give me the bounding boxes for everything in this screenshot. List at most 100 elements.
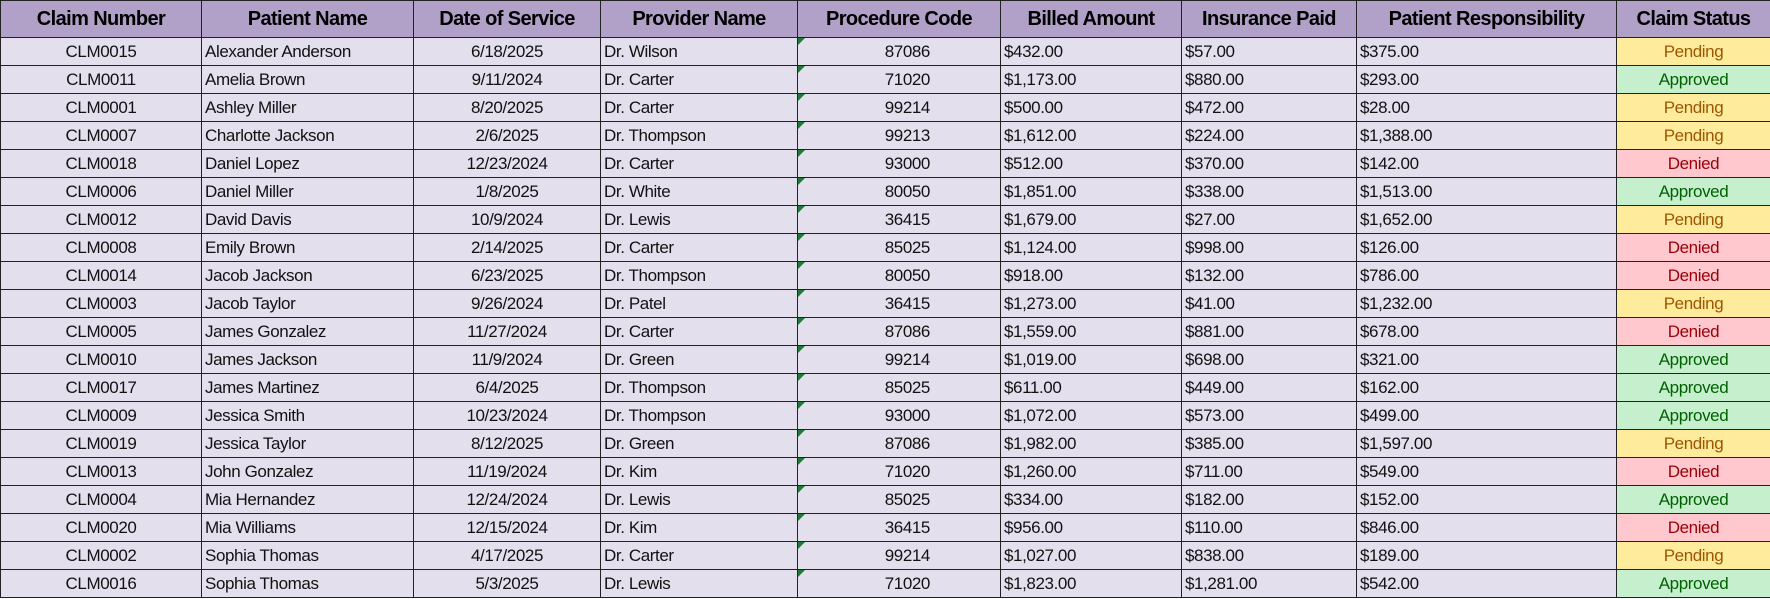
cell-patient-name[interactable]: Emily Brown — [201, 233, 414, 262]
cell-billed-amount[interactable]: $918.00 — [1000, 261, 1182, 290]
header-procedure-code[interactable]: Procedure Code — [797, 0, 1001, 38]
cell-claim-number[interactable]: CLM0001 — [0, 93, 202, 122]
cell-claim-number[interactable]: CLM0020 — [0, 513, 202, 542]
cell-patient-name[interactable]: John Gonzalez — [201, 457, 414, 486]
cell-provider-name[interactable]: Dr. Carter — [600, 317, 798, 346]
cell-claim-status[interactable]: Pending — [1616, 121, 1770, 150]
cell-date-of-service[interactable]: 12/24/2024 — [413, 485, 601, 514]
cell-claim-number[interactable]: CLM0006 — [0, 177, 202, 206]
cell-procedure-code[interactable]: 87086 — [797, 429, 1001, 458]
cell-provider-name[interactable]: Dr. Carter — [600, 65, 798, 94]
cell-provider-name[interactable]: Dr. Carter — [600, 233, 798, 262]
cell-patient-responsibility[interactable]: $293.00 — [1356, 65, 1617, 94]
cell-date-of-service[interactable]: 9/26/2024 — [413, 289, 601, 318]
cell-claim-status[interactable]: Approved — [1616, 65, 1770, 94]
cell-patient-responsibility[interactable]: $1,513.00 — [1356, 177, 1617, 206]
cell-billed-amount[interactable]: $500.00 — [1000, 93, 1182, 122]
cell-procedure-code[interactable]: 87086 — [797, 37, 1001, 66]
cell-patient-name[interactable]: James Martinez — [201, 373, 414, 402]
cell-insurance-paid[interactable]: $41.00 — [1181, 289, 1357, 318]
cell-billed-amount[interactable]: $334.00 — [1000, 485, 1182, 514]
cell-date-of-service[interactable]: 10/9/2024 — [413, 205, 601, 234]
cell-claim-status[interactable]: Denied — [1616, 233, 1770, 262]
cell-date-of-service[interactable]: 1/8/2025 — [413, 177, 601, 206]
cell-procedure-code[interactable]: 36415 — [797, 289, 1001, 318]
cell-patient-responsibility[interactable]: $542.00 — [1356, 569, 1617, 598]
cell-claim-number[interactable]: CLM0005 — [0, 317, 202, 346]
cell-claim-status[interactable]: Pending — [1616, 289, 1770, 318]
cell-claim-status[interactable]: Approved — [1616, 345, 1770, 374]
cell-claim-status[interactable]: Pending — [1616, 541, 1770, 570]
cell-insurance-paid[interactable]: $224.00 — [1181, 121, 1357, 150]
cell-billed-amount[interactable]: $956.00 — [1000, 513, 1182, 542]
cell-insurance-paid[interactable]: $27.00 — [1181, 205, 1357, 234]
cell-date-of-service[interactable]: 6/18/2025 — [413, 37, 601, 66]
cell-procedure-code[interactable]: 36415 — [797, 205, 1001, 234]
cell-procedure-code[interactable]: 85025 — [797, 233, 1001, 262]
cell-billed-amount[interactable]: $1,273.00 — [1000, 289, 1182, 318]
cell-patient-name[interactable]: Alexander Anderson — [201, 37, 414, 66]
header-claim-status[interactable]: Claim Status — [1616, 0, 1770, 38]
cell-claim-status[interactable]: Denied — [1616, 149, 1770, 178]
cell-claim-status[interactable]: Approved — [1616, 569, 1770, 598]
cell-date-of-service[interactable]: 8/20/2025 — [413, 93, 601, 122]
cell-claim-number[interactable]: CLM0019 — [0, 429, 202, 458]
cell-patient-name[interactable]: Daniel Lopez — [201, 149, 414, 178]
cell-billed-amount[interactable]: $1,559.00 — [1000, 317, 1182, 346]
cell-date-of-service[interactable]: 6/23/2025 — [413, 261, 601, 290]
cell-claim-number[interactable]: CLM0017 — [0, 373, 202, 402]
cell-billed-amount[interactable]: $1,173.00 — [1000, 65, 1182, 94]
cell-date-of-service[interactable]: 6/4/2025 — [413, 373, 601, 402]
cell-insurance-paid[interactable]: $880.00 — [1181, 65, 1357, 94]
cell-date-of-service[interactable]: 2/14/2025 — [413, 233, 601, 262]
cell-billed-amount[interactable]: $1,679.00 — [1000, 205, 1182, 234]
cell-insurance-paid[interactable]: $881.00 — [1181, 317, 1357, 346]
cell-patient-responsibility[interactable]: $189.00 — [1356, 541, 1617, 570]
cell-billed-amount[interactable]: $1,027.00 — [1000, 541, 1182, 570]
cell-procedure-code[interactable]: 93000 — [797, 401, 1001, 430]
cell-billed-amount[interactable]: $1,823.00 — [1000, 569, 1182, 598]
cell-claim-status[interactable]: Approved — [1616, 373, 1770, 402]
cell-claim-status[interactable]: Pending — [1616, 93, 1770, 122]
cell-claim-status[interactable]: Approved — [1616, 177, 1770, 206]
cell-provider-name[interactable]: Dr. Thompson — [600, 373, 798, 402]
cell-insurance-paid[interactable]: $110.00 — [1181, 513, 1357, 542]
cell-patient-name[interactable]: Daniel Miller — [201, 177, 414, 206]
header-patient-responsibility[interactable]: Patient Responsibility — [1356, 0, 1617, 38]
cell-patient-responsibility[interactable]: $28.00 — [1356, 93, 1617, 122]
cell-insurance-paid[interactable]: $132.00 — [1181, 261, 1357, 290]
cell-patient-name[interactable]: James Gonzalez — [201, 317, 414, 346]
cell-billed-amount[interactable]: $1,851.00 — [1000, 177, 1182, 206]
cell-claim-number[interactable]: CLM0010 — [0, 345, 202, 374]
cell-provider-name[interactable]: Dr. Kim — [600, 513, 798, 542]
cell-patient-responsibility[interactable]: $321.00 — [1356, 345, 1617, 374]
header-insurance-paid[interactable]: Insurance Paid — [1181, 0, 1357, 38]
cell-patient-name[interactable]: Ashley Miller — [201, 93, 414, 122]
cell-provider-name[interactable]: Dr. Carter — [600, 541, 798, 570]
cell-claim-status[interactable]: Approved — [1616, 485, 1770, 514]
cell-insurance-paid[interactable]: $1,281.00 — [1181, 569, 1357, 598]
cell-procedure-code[interactable]: 71020 — [797, 457, 1001, 486]
cell-patient-name[interactable]: James Jackson — [201, 345, 414, 374]
cell-insurance-paid[interactable]: $711.00 — [1181, 457, 1357, 486]
cell-date-of-service[interactable]: 11/9/2024 — [413, 345, 601, 374]
cell-claim-number[interactable]: CLM0018 — [0, 149, 202, 178]
cell-procedure-code[interactable]: 85025 — [797, 373, 1001, 402]
cell-insurance-paid[interactable]: $998.00 — [1181, 233, 1357, 262]
cell-patient-responsibility[interactable]: $1,388.00 — [1356, 121, 1617, 150]
cell-patient-name[interactable]: Jacob Jackson — [201, 261, 414, 290]
cell-date-of-service[interactable]: 4/17/2025 — [413, 541, 601, 570]
cell-patient-name[interactable]: Sophia Thomas — [201, 541, 414, 570]
cell-procedure-code[interactable]: 99214 — [797, 345, 1001, 374]
cell-patient-name[interactable]: Mia Hernandez — [201, 485, 414, 514]
cell-date-of-service[interactable]: 12/15/2024 — [413, 513, 601, 542]
header-date-of-service[interactable]: Date of Service — [413, 0, 601, 38]
cell-patient-responsibility[interactable]: $786.00 — [1356, 261, 1617, 290]
cell-billed-amount[interactable]: $1,982.00 — [1000, 429, 1182, 458]
cell-provider-name[interactable]: Dr. Lewis — [600, 569, 798, 598]
cell-patient-responsibility[interactable]: $1,232.00 — [1356, 289, 1617, 318]
cell-provider-name[interactable]: Dr. White — [600, 177, 798, 206]
cell-claim-number[interactable]: CLM0011 — [0, 65, 202, 94]
header-patient-name[interactable]: Patient Name — [201, 0, 414, 38]
cell-provider-name[interactable]: Dr. Carter — [600, 149, 798, 178]
